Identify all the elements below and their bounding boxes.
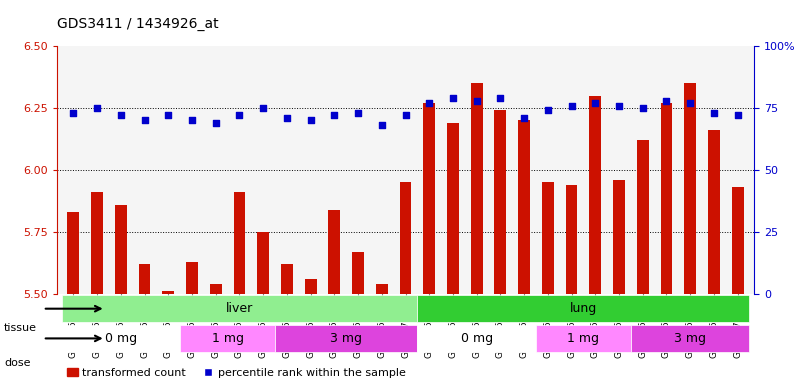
Point — [494, 95, 507, 101]
Point — [328, 113, 341, 119]
Point — [517, 115, 530, 121]
Bar — [352, 252, 364, 294]
Bar — [518, 121, 530, 294]
Text: 3 mg: 3 mg — [330, 332, 363, 345]
Point — [707, 110, 720, 116]
Bar — [115, 205, 127, 294]
Point — [732, 113, 744, 119]
Bar — [423, 103, 436, 294]
Bar — [139, 264, 151, 294]
Bar — [495, 111, 506, 294]
FancyBboxPatch shape — [536, 325, 631, 352]
Point — [589, 100, 602, 106]
Point — [375, 122, 388, 128]
Bar — [732, 187, 744, 294]
Legend: transformed count, percentile rank within the sample: transformed count, percentile rank withi… — [62, 363, 410, 382]
Bar — [375, 284, 388, 294]
Point — [447, 95, 460, 101]
Point — [209, 120, 222, 126]
Text: dose: dose — [4, 358, 31, 368]
Text: 1 mg: 1 mg — [212, 332, 243, 345]
FancyBboxPatch shape — [418, 325, 536, 352]
Bar — [684, 83, 696, 294]
Point — [161, 113, 174, 119]
Point — [565, 103, 578, 109]
Point — [612, 103, 625, 109]
Bar — [660, 103, 672, 294]
Point — [281, 115, 294, 121]
Bar — [447, 123, 459, 294]
Bar — [613, 180, 625, 294]
Bar — [210, 284, 221, 294]
Point — [399, 113, 412, 119]
Text: 3 mg: 3 mg — [674, 332, 706, 345]
Point — [542, 108, 555, 114]
Text: tissue: tissue — [4, 323, 37, 333]
Bar — [281, 264, 293, 294]
Point — [304, 118, 317, 124]
Bar — [470, 83, 483, 294]
Bar — [637, 140, 649, 294]
Point — [351, 110, 364, 116]
Point — [114, 113, 127, 119]
Bar — [162, 291, 174, 294]
Text: liver: liver — [225, 302, 253, 315]
Point — [138, 118, 151, 124]
Bar — [708, 130, 720, 294]
Point — [256, 105, 269, 111]
FancyBboxPatch shape — [418, 295, 749, 322]
FancyBboxPatch shape — [275, 325, 418, 352]
Text: GDS3411 / 1434926_at: GDS3411 / 1434926_at — [57, 17, 218, 31]
Point — [67, 110, 79, 116]
Bar — [186, 262, 198, 294]
Bar — [234, 192, 246, 294]
FancyBboxPatch shape — [62, 295, 418, 322]
Bar — [400, 182, 411, 294]
FancyBboxPatch shape — [62, 325, 180, 352]
Bar — [91, 192, 103, 294]
Bar — [257, 232, 269, 294]
Point — [186, 118, 199, 124]
Bar — [67, 212, 79, 294]
Point — [660, 98, 673, 104]
Bar — [590, 96, 601, 294]
Text: 1 mg: 1 mg — [568, 332, 599, 345]
Point — [423, 100, 436, 106]
Bar — [305, 279, 316, 294]
Point — [637, 105, 650, 111]
Text: 0 mg: 0 mg — [461, 332, 493, 345]
Point — [470, 98, 483, 104]
Text: 0 mg: 0 mg — [105, 332, 137, 345]
Bar — [565, 185, 577, 294]
Bar — [542, 182, 554, 294]
FancyBboxPatch shape — [180, 325, 275, 352]
Text: lung: lung — [570, 302, 597, 315]
Point — [91, 105, 104, 111]
FancyBboxPatch shape — [631, 325, 749, 352]
Bar — [328, 210, 341, 294]
Point — [233, 113, 246, 119]
Point — [684, 100, 697, 106]
